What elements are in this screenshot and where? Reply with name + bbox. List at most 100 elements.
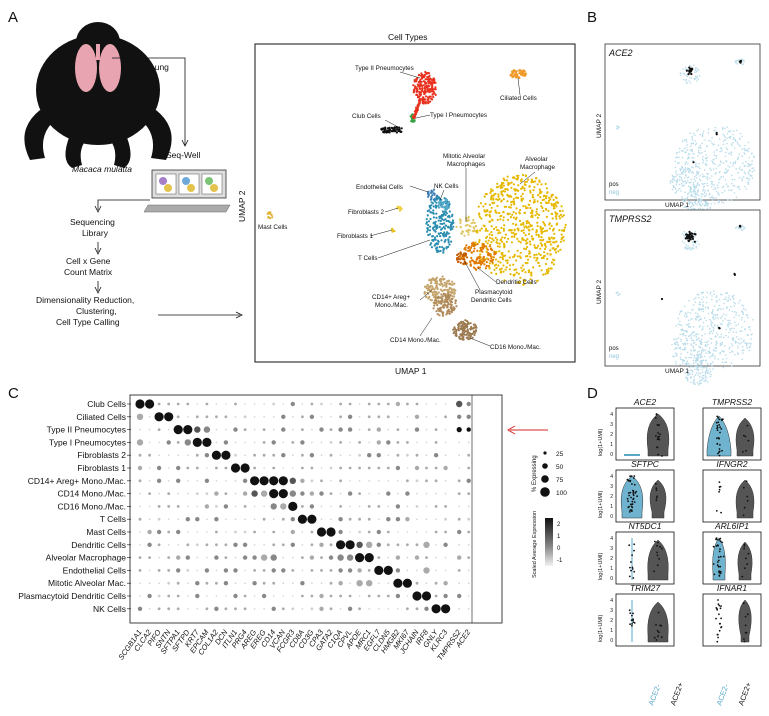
- umap-point: [527, 178, 530, 181]
- umap-point: [541, 227, 545, 230]
- dot: [301, 428, 304, 431]
- umap-point: [695, 174, 698, 176]
- umap-pos-point: [690, 68, 693, 71]
- dot: [154, 412, 164, 422]
- panel-label-d: D: [587, 385, 598, 402]
- umap-point: [722, 143, 724, 145]
- umap-point: [426, 228, 429, 232]
- umap-point: [695, 164, 697, 167]
- dot: [405, 491, 410, 496]
- umap-point: [525, 222, 529, 225]
- umap-point: [743, 339, 745, 341]
- umap-point: [710, 330, 713, 333]
- umap-point: [706, 291, 709, 294]
- violin-point: [716, 640, 719, 643]
- umap-point: [529, 278, 532, 281]
- umap-point: [692, 359, 695, 362]
- umap-point: [544, 201, 548, 204]
- dot: [224, 415, 228, 419]
- dot: [458, 505, 461, 508]
- umap-point: [700, 205, 702, 207]
- umap-point: [422, 96, 425, 99]
- umap-point: [521, 199, 524, 202]
- umap-point: [683, 359, 685, 362]
- umap-point: [471, 259, 474, 262]
- dot: [374, 565, 384, 576]
- umap-point: [726, 306, 728, 308]
- umap-point: [269, 211, 272, 214]
- violin-point: [633, 543, 636, 546]
- dot: [406, 531, 409, 533]
- umap-cluster-labels: Type II Pneumocytes Ciliated Cells Club …: [258, 65, 556, 351]
- dot: [320, 518, 323, 520]
- umap-point: [728, 319, 731, 322]
- umap-point: [441, 218, 444, 221]
- dot: [167, 594, 171, 598]
- umap-point: [699, 203, 701, 206]
- umap-point: [715, 149, 718, 151]
- umap-point: [735, 129, 738, 132]
- umap-point: [618, 126, 620, 129]
- umap-point: [562, 214, 565, 217]
- dot: [443, 542, 448, 547]
- dot: [206, 595, 208, 597]
- umap-point: [699, 372, 702, 375]
- umap-point: [709, 371, 712, 373]
- dot: [138, 569, 142, 572]
- umap-point: [483, 195, 486, 198]
- cl-endo: Endothelial Cells: [356, 184, 403, 191]
- dot: [348, 402, 352, 406]
- umap-point: [713, 154, 715, 156]
- dot: [205, 543, 209, 547]
- violin-point: [719, 431, 721, 434]
- umap-point: [528, 269, 531, 272]
- umap-point: [428, 89, 431, 93]
- umap-point: [694, 230, 697, 233]
- dot: [457, 569, 461, 572]
- umap-point: [445, 247, 448, 250]
- dot: [425, 454, 428, 457]
- umap-point: [725, 314, 728, 316]
- umap-point: [439, 219, 442, 222]
- umap-point: [701, 151, 703, 154]
- umap-point: [517, 227, 520, 230]
- umap-point: [488, 245, 491, 248]
- umap-point: [487, 239, 490, 242]
- violin-point: [717, 421, 720, 424]
- umap-point: [711, 332, 714, 335]
- violin-point: [655, 435, 657, 437]
- dot: [434, 594, 438, 598]
- violin-point: [628, 575, 631, 578]
- umap-point: [415, 106, 418, 109]
- umap-point: [431, 93, 434, 96]
- umap-point: [552, 228, 555, 232]
- cl-mitotic2: Macrophages: [447, 161, 485, 168]
- dot: [215, 415, 218, 419]
- umap-point: [697, 337, 700, 340]
- umap-point: [680, 338, 682, 341]
- violin-point: [632, 494, 635, 497]
- umap-point: [722, 176, 725, 178]
- umap-point: [555, 212, 558, 215]
- umap-point: [549, 243, 552, 246]
- dot: [260, 554, 268, 561]
- umap-point: [741, 330, 743, 332]
- umap-point: [546, 240, 549, 244]
- umap-point: [616, 125, 619, 127]
- dot: [425, 518, 428, 520]
- dot: [406, 543, 409, 547]
- umap-point: [741, 326, 743, 328]
- umap-point: [697, 208, 700, 210]
- umap-point: [686, 193, 689, 195]
- dot: [435, 518, 437, 520]
- umap-point: [714, 313, 716, 316]
- umap-point: [737, 156, 740, 158]
- umap-point: [705, 193, 708, 195]
- umap-point: [437, 249, 440, 252]
- umap-point: [703, 182, 706, 185]
- umap-point: [535, 176, 538, 180]
- umap-point: [550, 194, 553, 197]
- violin-point: [713, 573, 716, 576]
- umap-point: [693, 298, 695, 300]
- dot: [157, 505, 161, 508]
